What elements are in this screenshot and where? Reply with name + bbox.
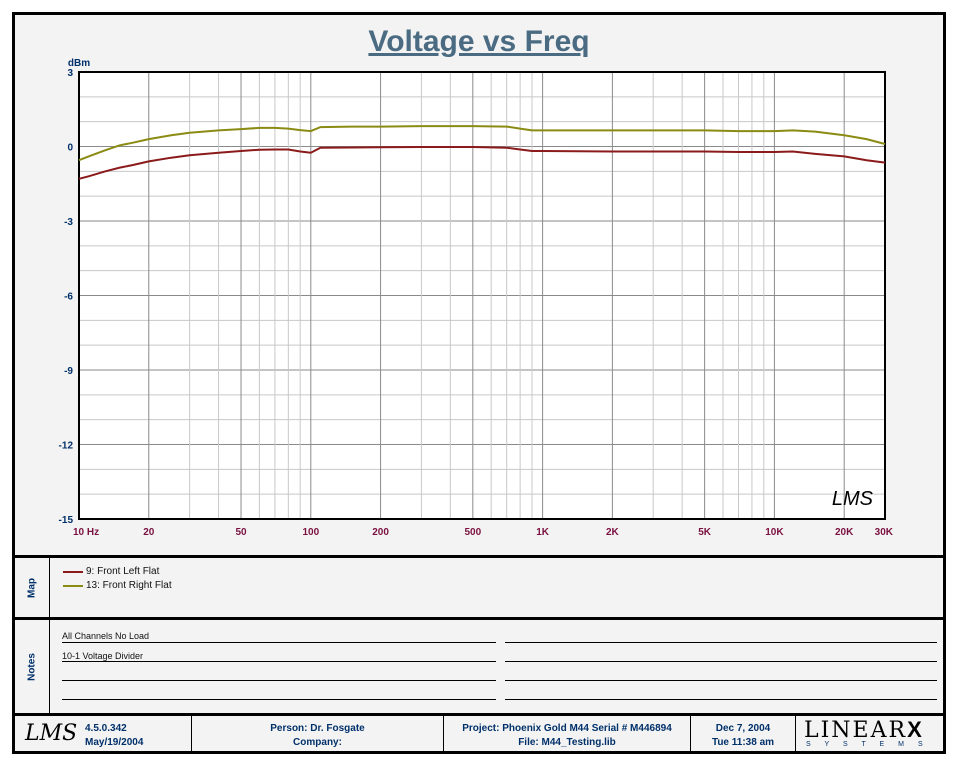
lms-watermark: LMS [832, 488, 874, 510]
linearx-logo-sub: S Y S T E M S [806, 741, 929, 748]
print-time-text: Tue 11:38 am [711, 737, 775, 748]
plot-border [78, 71, 886, 520]
linearx-logo-main: LINEARX [804, 717, 924, 743]
x-tick-label: 100 [302, 527, 319, 538]
footer-version-cell: LMS 4.5.0.342 May/19/2004 [15, 716, 192, 751]
project-text: Project: Phoenix Gold M44 Serial # M4468… [462, 723, 672, 734]
chart-panel: Voltage vs Freq 3 0 -3 -6 -9 -12 -15 10 Hz 20 50 1… [12, 12, 946, 558]
x-tick-label: 30K [875, 527, 894, 538]
footer-panel: LMS 4.5.0.342 May/19/2004 Person: Dr. Fo… [12, 716, 946, 754]
version-date-text: May/19/2004 [85, 737, 144, 748]
person-text: Person: Dr. Fosgate [270, 723, 365, 734]
x-tick-label: 200 [372, 527, 389, 538]
chart-title: Voltage vs Freq [368, 25, 590, 58]
print-date-text: Dec 7, 2004 [715, 723, 771, 734]
legend-label-front-right: 13: Front Right Flat [86, 580, 172, 591]
note-line-2-text: 10-1 Voltage Divider [62, 651, 144, 661]
y-tick-label: -12 [59, 441, 74, 452]
file-text: File: M44_Testing.lib [518, 737, 616, 748]
note-rule [62, 642, 496, 643]
footer-person-cell: Person: Dr. Fosgate Company: [192, 716, 444, 751]
y-tick-label: 3 [67, 68, 73, 79]
notes-panel: Notes All Channels No Load 10-1 Voltage … [12, 620, 946, 716]
x-tick-label: 2K [606, 527, 620, 538]
legend-swatch-front-left [63, 570, 83, 573]
note-rule [505, 661, 937, 662]
note-rule [62, 699, 496, 700]
footer-project-cell: Project: Phoenix Gold M44 Serial # M4468… [444, 716, 691, 751]
y-tick-label: -9 [64, 366, 73, 377]
note-rule [505, 642, 937, 643]
version-text: 4.5.0.342 [85, 723, 127, 734]
note-rule [505, 699, 937, 700]
x-tick-label: 1K [536, 527, 550, 538]
y-tick-label: 0 [67, 143, 73, 154]
map-panel: Map 9: Front Left Flat 13: Front Right F… [12, 558, 946, 620]
notes-side-label: Notes [15, 620, 50, 713]
company-text: Company: [293, 737, 342, 748]
legend-swatch-front-right [63, 584, 83, 587]
series-line-front-right [78, 125, 886, 162]
x-tick-label: 5K [698, 527, 712, 538]
linearx-x-glyph: X [907, 717, 924, 742]
legend-label-front-left: 9: Front Left Flat [86, 566, 160, 577]
x-tick-label: 20 [143, 527, 155, 538]
note-line-1-text: All Channels No Load [62, 631, 150, 641]
y-tick-label: -15 [59, 515, 74, 526]
y-tick-label: -6 [64, 292, 73, 303]
note-rule [62, 661, 496, 662]
x-tick-label: 20K [835, 527, 854, 538]
y-tick-label: -3 [64, 217, 73, 228]
x-tick-label: 10K [765, 527, 784, 538]
series-line-front-left [78, 146, 886, 180]
x-tick-label: 500 [464, 527, 481, 538]
x-tick-label: 50 [235, 527, 247, 538]
legend-item-front-left: 9: Front Left Flat [63, 566, 159, 577]
lms-logo: LMS [25, 721, 78, 746]
legend-item-front-right: 13: Front Right Flat [63, 580, 172, 591]
footer-date-cell: Dec 7, 2004 Tue 11:38 am [691, 716, 796, 751]
map-side-label: Map [15, 558, 50, 617]
linearx-logo: LINEARX S Y S T E M S [796, 716, 943, 751]
note-rule [505, 680, 937, 681]
y-axis-label: dBm [68, 58, 90, 69]
x-tick-label: 10 Hz [73, 527, 99, 538]
note-rule [62, 680, 496, 681]
